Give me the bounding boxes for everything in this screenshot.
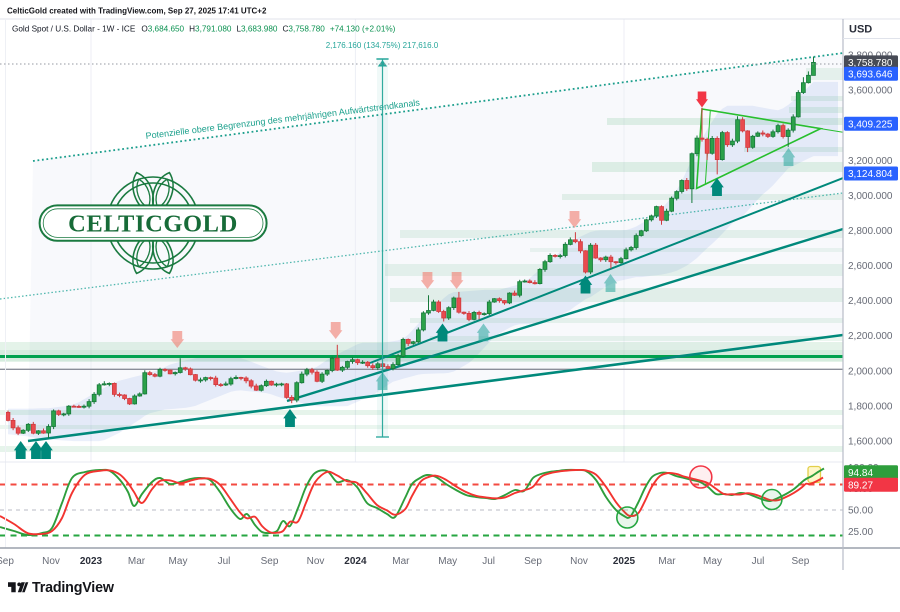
svg-text:Sep: Sep [792,556,810,567]
svg-text:Mar: Mar [658,556,676,567]
svg-text:3,409.225: 3,409.225 [848,119,893,130]
svg-text:50.00: 50.00 [848,506,873,517]
svg-text:2,600.000: 2,600.000 [848,261,893,272]
svg-text:3,200.000: 3,200.000 [848,156,893,167]
svg-text:3,000.000: 3,000.000 [848,191,893,202]
svg-text:25.00: 25.00 [848,527,873,538]
svg-text:Nov: Nov [570,556,588,567]
svg-text:Jul: Jul [752,556,765,567]
svg-text:USD: USD [849,24,872,36]
svg-text:89.27: 89.27 [848,480,873,491]
svg-text:3,124.804: 3,124.804 [848,169,893,180]
svg-text:Nov: Nov [42,556,60,567]
svg-text:3,600.000: 3,600.000 [848,86,893,97]
svg-text:Gold Spot / U.S. Dollar - 1W -: Gold Spot / U.S. Dollar - 1W - ICE O3,684… [12,25,396,34]
svg-text:Mar: Mar [128,556,146,567]
svg-text:May: May [169,556,188,567]
svg-text:1,600.000: 1,600.000 [848,436,893,447]
svg-text:Nov: Nov [307,556,325,567]
svg-text:Mar: Mar [392,556,410,567]
svg-text:Sep: Sep [524,556,542,567]
svg-text:2,000.000: 2,000.000 [848,366,893,377]
svg-text:TradingView: TradingView [32,580,115,596]
svg-text:CELTICGOLD: CELTICGOLD [68,211,238,238]
svg-text:CelticGold created with Tradin: CelticGold created with TradingView.com,… [7,7,267,16]
svg-text:3,758.780: 3,758.780 [848,58,893,69]
svg-text:1,800.000: 1,800.000 [848,401,893,412]
svg-text:Sep: Sep [261,556,279,567]
svg-text:2,176.160 (134.75%) 217,616.0: 2,176.160 (134.75%) 217,616.0 [326,41,439,50]
svg-text:2024: 2024 [344,556,367,567]
svg-text:2,400.000: 2,400.000 [848,296,893,307]
svg-text:Jul: Jul [482,556,495,567]
svg-text:2,800.000: 2,800.000 [848,226,893,237]
svg-text:2025: 2025 [613,556,636,567]
svg-text:Jul: Jul [218,556,231,567]
svg-text:94.84: 94.84 [848,468,873,479]
svg-text:3,693.646: 3,693.646 [848,69,893,80]
svg-text:2,200.000: 2,200.000 [848,331,893,342]
svg-text:May: May [703,556,722,567]
svg-text:May: May [438,556,457,567]
svg-text:Sep: Sep [0,556,14,567]
svg-text:2023: 2023 [80,556,103,567]
